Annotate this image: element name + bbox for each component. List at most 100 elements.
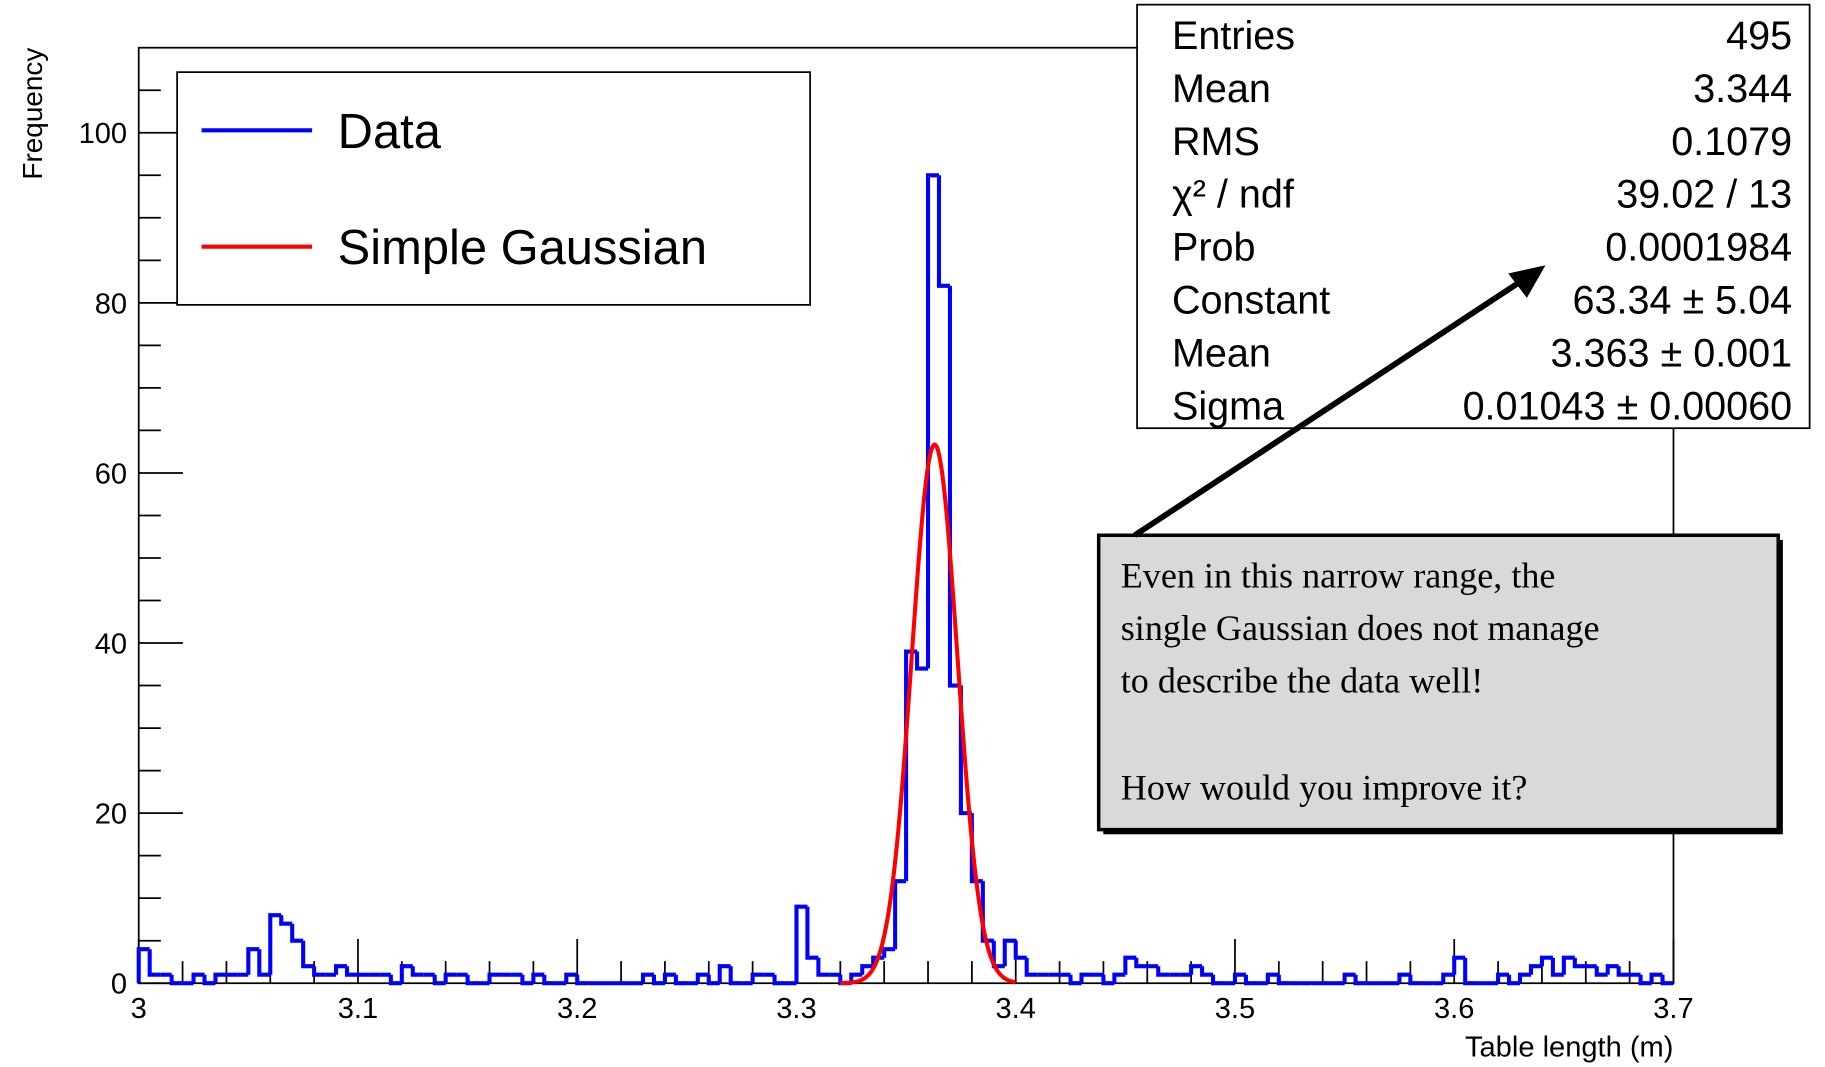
histogram-bin — [1211, 974, 1225, 986]
stats-value: 0.1079 — [1671, 120, 1792, 164]
histogram-bin — [465, 974, 479, 986]
stats-label: Sigma — [1172, 384, 1284, 428]
legend: Data Simple Gaussian — [176, 71, 811, 306]
x-axis-title: Table length (m) — [1465, 1032, 1674, 1064]
histogram-bin — [706, 974, 720, 986]
histogram-bin — [728, 966, 742, 986]
histogram-bin — [1134, 957, 1148, 969]
histogram-bin — [1397, 972, 1411, 984]
histogram-bin — [169, 974, 183, 986]
histogram-bin — [673, 974, 687, 986]
ticks: 0 20 40 60 80 100 3 3.1 3.2 3.3 3.4 3.5 3.6 3.7 — [79, 89, 1694, 1025]
stats-label: χ² / ndf — [1172, 173, 1295, 217]
histogram-bin — [191, 972, 205, 984]
stats-label: Mean — [1172, 332, 1271, 376]
x-tick-label: 3.1 — [338, 993, 378, 1025]
annotation-line: single Gaussian does not manage — [1121, 608, 1600, 648]
histogram-bin — [717, 964, 731, 984]
data — [136, 173, 1674, 986]
histogram-bin — [1561, 955, 1575, 975]
histogram-bin — [1200, 966, 1214, 977]
histogram-bin — [662, 972, 676, 984]
stats-label: Prob — [1172, 226, 1256, 270]
histogram-bin — [1605, 964, 1619, 975]
histogram-bin — [805, 906, 819, 960]
annotation-line: to describe the data well! — [1121, 660, 1483, 700]
histogram-bin — [257, 949, 271, 977]
stats-label: Constant — [1172, 279, 1330, 323]
histogram-bin — [246, 947, 260, 975]
histogram-bin — [1649, 972, 1663, 984]
histogram-bin — [1594, 966, 1608, 977]
histogram-bin — [1024, 957, 1038, 977]
histogram-bin — [213, 972, 227, 984]
stats-frame — [1136, 3, 1811, 430]
histogram-bin — [772, 974, 786, 986]
stats-value: 0.01043 ± 0.00060 — [1463, 384, 1793, 428]
histogram-bin — [1517, 972, 1531, 984]
histogram-bin — [882, 947, 896, 958]
y-tick-label: 80 — [95, 288, 127, 320]
histogram-bin — [1463, 957, 1477, 986]
y-axis-title: Frequency — [17, 48, 48, 180]
stats-box: Entries 495 Mean 3.344 RMS 0.1079 χ² / ndf 39.0… — [1136, 3, 1811, 430]
x-tick-label: 3 — [131, 993, 147, 1025]
stats-value: 39.02 / 13 — [1616, 173, 1792, 217]
histogram-bin — [871, 955, 885, 967]
histogram-bin — [1101, 974, 1115, 986]
stats-label: RMS — [1172, 120, 1260, 164]
histogram-bin — [312, 966, 326, 977]
histogram-bin — [860, 964, 874, 975]
y-tick-label: 0 — [111, 969, 127, 1001]
histogram-bin — [947, 285, 961, 688]
histogram-bin — [290, 923, 304, 943]
histogram-bin — [1232, 972, 1246, 984]
histogram-bin — [816, 957, 830, 977]
x-tick-label: 3.6 — [1434, 993, 1474, 1025]
histogram-bin — [410, 966, 424, 977]
histogram-bin — [1638, 974, 1652, 986]
histogram-bin — [301, 940, 315, 969]
histogram-bin — [980, 881, 994, 943]
histogram-bin — [136, 947, 150, 984]
histogram-bin — [849, 972, 863, 984]
histogram-bin — [695, 972, 709, 984]
histogram-bin — [1528, 964, 1542, 975]
histogram-bin — [640, 972, 654, 984]
fit-curve — [840, 442, 1017, 986]
y-tick-label: 100 — [79, 118, 128, 150]
histogram-bin — [575, 974, 589, 986]
histogram-bin — [1353, 974, 1367, 986]
annotation-box — [1096, 533, 1780, 832]
histogram-bin — [1496, 972, 1510, 984]
y-tick-label: 20 — [95, 799, 127, 831]
histogram-bin — [1616, 966, 1630, 977]
histogram-bin — [925, 173, 939, 669]
histogram-bin — [1550, 957, 1564, 977]
histogram-bin — [915, 651, 929, 671]
y-tick-label: 60 — [95, 458, 127, 490]
histogram-bin — [1507, 974, 1521, 986]
legend-label: Data — [338, 105, 442, 159]
histogram-bin — [443, 972, 457, 984]
legend-box — [176, 71, 811, 306]
histogram-bin — [893, 879, 907, 950]
histogram-bin — [344, 966, 358, 977]
histogram-bin — [1452, 955, 1466, 975]
histogram-bin — [1068, 974, 1082, 986]
histogram-bin — [1189, 964, 1203, 975]
stats-label: Entries — [1172, 14, 1295, 58]
stats-value: 3.344 — [1693, 67, 1792, 111]
annotation-text: Even in this narrow range, the single Gau… — [1121, 556, 1600, 808]
histogram-bin — [1342, 972, 1356, 984]
annotation: Even in this narrow range, the single Gau… — [1096, 265, 1783, 835]
histogram-bin — [564, 972, 578, 984]
histogram-bin — [1123, 955, 1137, 975]
arrow-shaft — [1133, 277, 1524, 538]
histogram-bin — [147, 949, 161, 977]
histogram-bin — [1408, 974, 1422, 986]
stats-value: 495 — [1726, 14, 1792, 58]
legend-label: Simple Gaussian — [338, 221, 707, 275]
